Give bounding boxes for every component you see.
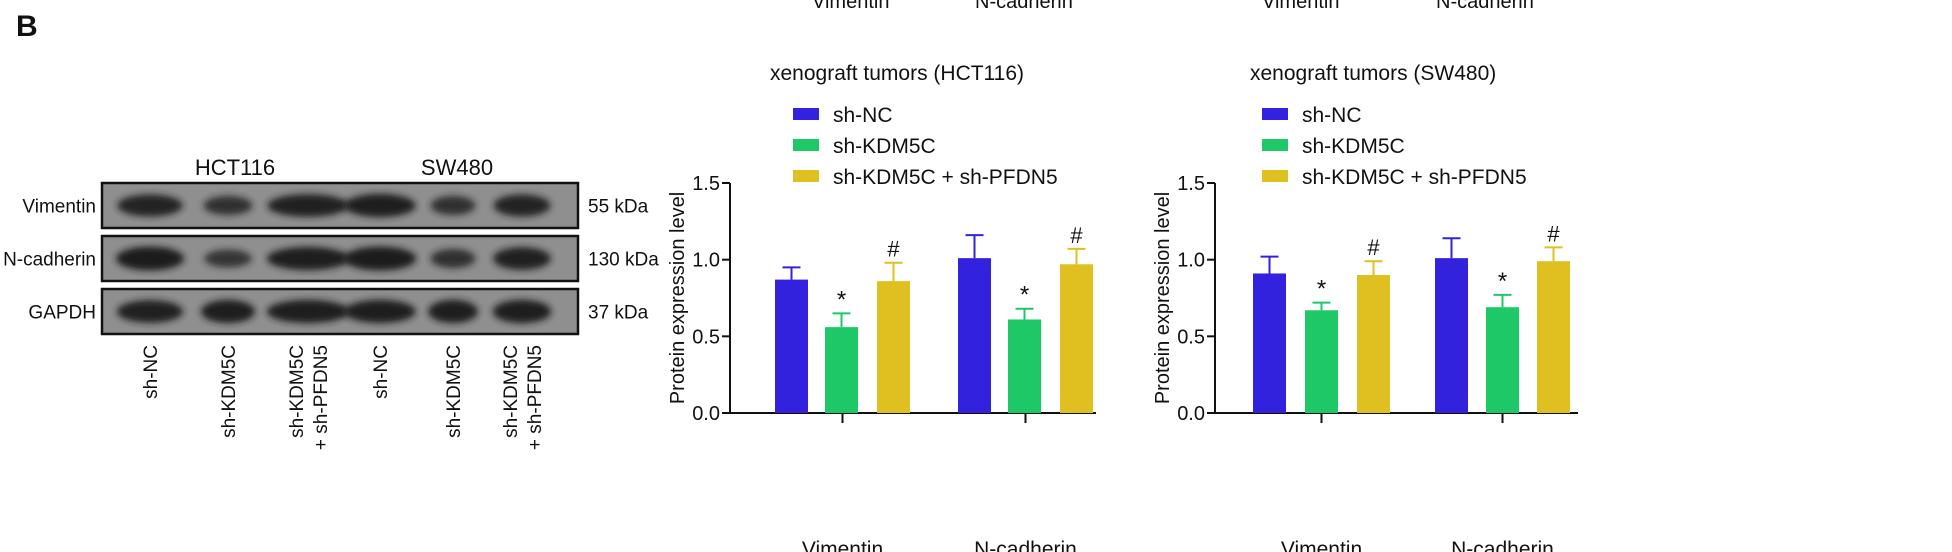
legend-swatch	[793, 139, 819, 151]
significance-marker: #	[887, 237, 900, 262]
legend-swatch	[793, 170, 819, 182]
protein-band	[115, 246, 185, 271]
legend-label: sh-KDM5C	[1302, 135, 1405, 158]
bar	[1435, 258, 1468, 413]
protein-label: GAPDH	[28, 303, 96, 324]
significance-marker: *	[1020, 282, 1029, 309]
panel-label: B	[16, 10, 38, 43]
y-tick-label: 0.5	[1177, 326, 1205, 348]
significance-marker: *	[1498, 268, 1507, 295]
x-tick-label: N-cadherin	[974, 538, 1077, 552]
bar	[1486, 307, 1519, 413]
bar-chart-2: xenograft tumors (SW480) sh-NC sh-KDM5C sh-…	[1152, 62, 1578, 552]
cell-line-label: HCT116	[195, 155, 275, 180]
legend-swatch	[1262, 108, 1288, 120]
y-tick-label: 0.0	[692, 403, 720, 425]
y-tick-label: 1.0	[692, 250, 720, 272]
bar-chart-1: xenograft tumors (HCT116) sh-NC sh-KDM5C sh…	[667, 62, 1096, 552]
lane-label: sh-KDM5C	[444, 345, 465, 438]
western-blot: HCT116 SW480 Vimentin 55 kDa N-cadherin 130…	[3, 155, 659, 450]
molecular-weight-label: 130 kDa	[588, 250, 659, 271]
y-tick-label: 1.0	[1177, 250, 1205, 272]
lane-label: sh-KDM5C + sh-PFDN5	[287, 345, 332, 450]
legend-label: sh-KDM5C	[833, 135, 936, 158]
legend-swatch	[1262, 139, 1288, 151]
y-axis-label: Protein expression level	[667, 192, 689, 404]
protein-label: N-cadherin	[3, 250, 96, 271]
bar	[1537, 261, 1570, 413]
protein-band	[344, 299, 416, 324]
protein-band	[116, 300, 184, 323]
lane-label: sh-NC	[371, 345, 392, 399]
significance-marker: #	[1367, 235, 1380, 260]
lane-label-line: sh-KDM5C	[501, 345, 522, 438]
bar	[877, 281, 910, 413]
protein-band	[430, 248, 476, 269]
top-cut-label: Vimentin	[812, 0, 889, 13]
legend-swatch	[1262, 170, 1288, 182]
legend-label: sh-NC	[833, 104, 893, 127]
cell-line-label: SW480	[421, 155, 493, 180]
protein-band	[267, 194, 349, 217]
protein-band	[343, 246, 417, 271]
lane-label: sh-NC	[141, 345, 162, 399]
legend-label: sh-KDM5C + sh-PFDN5	[1302, 166, 1527, 189]
bar	[958, 258, 991, 413]
protein-band	[203, 195, 253, 216]
lane-label: sh-KDM5C + sh-PFDN5	[501, 345, 546, 450]
y-tick-label: 1.5	[692, 173, 720, 195]
top-cut-label: N-cadherin	[975, 0, 1073, 13]
protein-band	[266, 246, 350, 271]
protein-band	[204, 249, 252, 268]
lane-label-line: sh-KDM5C	[219, 345, 240, 438]
protein-band	[492, 299, 552, 324]
molecular-weight-label: 37 kDa	[588, 303, 649, 324]
top-cut-label: Vimentin	[1262, 0, 1339, 13]
significance-marker: #	[1547, 221, 1560, 246]
bar	[825, 327, 858, 413]
bar	[1253, 273, 1286, 413]
lane-label-line: sh-NC	[141, 345, 162, 399]
significance-marker: #	[1070, 223, 1083, 248]
protein-band	[200, 299, 256, 324]
chart-title: xenograft tumors (HCT116)	[770, 62, 1024, 85]
x-tick-label: Vimentin	[802, 538, 883, 552]
protein-band	[344, 193, 416, 218]
legend-swatch	[793, 108, 819, 120]
bar	[1060, 264, 1093, 413]
protein-label: Vimentin	[22, 197, 96, 218]
lane-label-line: sh-NC	[371, 345, 392, 399]
protein-band	[117, 194, 183, 217]
legend-label: sh-NC	[1302, 104, 1362, 127]
top-cut-label: N-cadherin	[1436, 0, 1534, 13]
protein-band	[266, 299, 350, 324]
lane-label-line: + sh-PFDN5	[311, 345, 332, 450]
y-tick-label: 0.5	[692, 326, 720, 348]
protein-band	[493, 247, 551, 270]
lane-label: sh-KDM5C	[219, 345, 240, 438]
protein-band	[493, 194, 551, 217]
y-tick-label: 1.5	[1177, 173, 1205, 195]
x-tick-label: N-cadherin	[1451, 538, 1554, 552]
significance-marker: *	[837, 286, 846, 313]
bar	[775, 279, 808, 413]
legend-label: sh-KDM5C + sh-PFDN5	[833, 166, 1058, 189]
protein-band	[428, 299, 478, 324]
lane-label-line: + sh-PFDN5	[525, 345, 546, 450]
y-axis-label: Protein expression level	[1152, 192, 1174, 404]
x-tick-label: Vimentin	[1281, 538, 1362, 552]
y-tick-label: 0.0	[1177, 403, 1205, 425]
lane-label-line: sh-KDM5C	[287, 345, 308, 438]
lane-label-line: sh-KDM5C	[444, 345, 465, 438]
significance-marker: *	[1317, 276, 1326, 303]
protein-band	[430, 195, 476, 216]
bar	[1008, 319, 1041, 413]
bar	[1357, 275, 1390, 413]
chart-title: xenograft tumors (SW480)	[1250, 62, 1496, 85]
molecular-weight-label: 55 kDa	[588, 197, 649, 218]
bar	[1305, 310, 1338, 413]
